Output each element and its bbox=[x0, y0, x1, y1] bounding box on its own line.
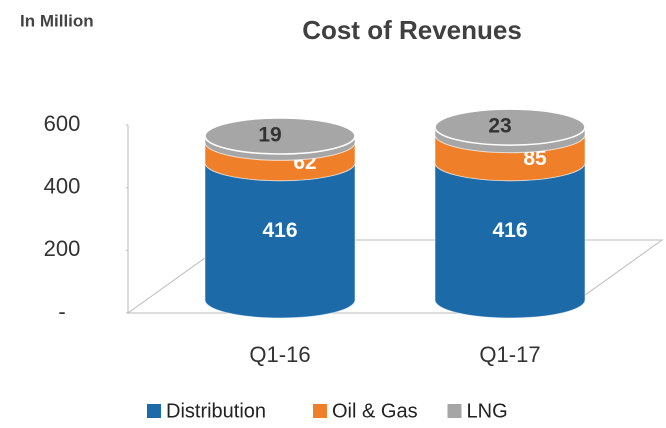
data-label: 19 bbox=[258, 124, 281, 147]
data-label: 416 bbox=[492, 219, 527, 242]
cylinder-top bbox=[434, 108, 586, 146]
data-label: 23 bbox=[488, 115, 511, 138]
legend-swatch bbox=[147, 404, 161, 418]
x-tick-label: Q1-16 bbox=[249, 342, 310, 367]
y-tick-label: - bbox=[58, 299, 65, 324]
legend-label: LNG bbox=[467, 400, 508, 422]
y-tick-label: 400 bbox=[44, 173, 81, 198]
data-label: 85 bbox=[523, 147, 547, 170]
legend-label: Distribution bbox=[166, 400, 266, 422]
legend-swatch bbox=[447, 404, 462, 418]
cylinder-top bbox=[204, 117, 356, 155]
chart-subtitle: In Million bbox=[20, 11, 94, 30]
floor bbox=[126, 239, 664, 314]
data-label: 416 bbox=[262, 219, 297, 242]
x-tick-label: Q1-17 bbox=[479, 342, 540, 367]
chart-title: Cost of Revenues bbox=[302, 15, 522, 45]
y-tick-label: 200 bbox=[44, 236, 81, 261]
y-tick-label: 600 bbox=[44, 111, 81, 136]
legend-swatch bbox=[313, 404, 327, 418]
legend-label: Oil & Gas bbox=[332, 400, 418, 422]
